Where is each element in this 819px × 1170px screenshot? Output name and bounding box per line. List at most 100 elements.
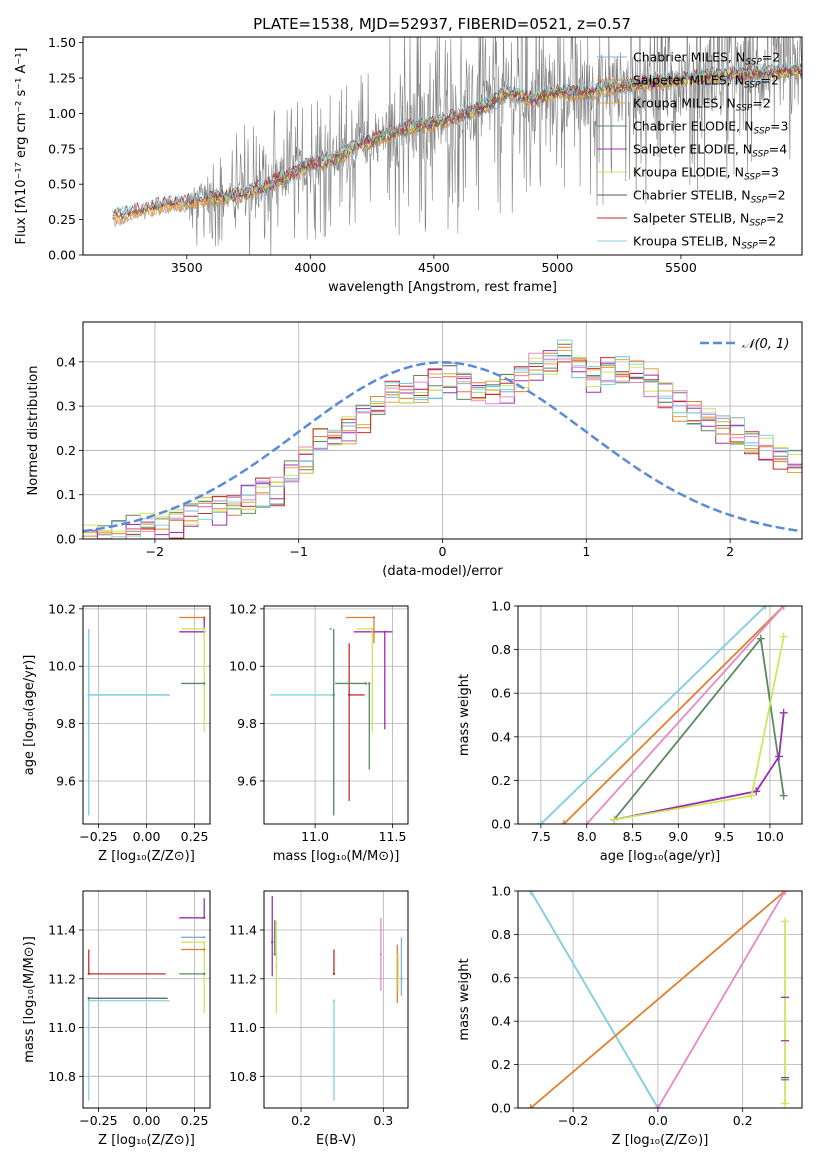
legend-entry: Salpeter STELIB, NSSP=2 — [633, 211, 784, 229]
x-tick-label: −2 — [146, 544, 164, 559]
y-tick-label: 0.3 — [56, 399, 76, 414]
y-tick-label: 10.2 — [48, 601, 76, 616]
plot-area — [536, 606, 788, 824]
legend-entry: Salpeter MILES, NSSP=2 — [633, 73, 779, 91]
y-tick-label: 0.4 — [56, 354, 76, 369]
y-tick-label: 9.8 — [237, 716, 257, 731]
data-point — [87, 999, 90, 1002]
axes-frame — [517, 890, 803, 1109]
series-marker — [526, 891, 535, 895]
series-marker — [781, 891, 790, 895]
series-marker — [610, 815, 619, 824]
y-tick-label: 9.8 — [56, 716, 76, 731]
data-point — [368, 682, 371, 685]
x-tick-label: 8.5 — [623, 829, 643, 844]
data-point — [379, 953, 383, 956]
series-marker — [779, 632, 788, 641]
x-axis-label: Z [log₁₀(Z/Z⊙)] — [612, 1133, 709, 1148]
x-tick-label: 5000 — [541, 260, 573, 275]
data-point — [371, 627, 374, 631]
y-axis-label: Normed distribution — [26, 366, 41, 496]
series-line — [563, 606, 785, 824]
data-point — [332, 693, 335, 697]
series-marker — [779, 708, 788, 717]
legend-subscript: SSP — [744, 173, 761, 183]
axes-frame — [82, 36, 803, 256]
legend-subscript: SSP — [751, 196, 768, 206]
data-point — [203, 936, 206, 939]
x-axis-label: Z [log₁₀(Z/Z⊙)] — [98, 1133, 195, 1148]
data-point — [203, 941, 206, 944]
x-tick-label: 4000 — [294, 260, 326, 275]
data-point — [396, 977, 400, 980]
x-tick-label: 10.0 — [756, 829, 784, 844]
y-tick-label: 0.6 — [491, 970, 511, 985]
x-tick-label: 0.00 — [133, 829, 161, 844]
plot-area — [83, 339, 802, 539]
y-tick-label: 1.50 — [48, 35, 76, 50]
legend-name: Chabrier STELIB, N — [633, 188, 751, 203]
legend-name: Salpeter ELODIE, N — [633, 142, 752, 157]
legend-subscript: SSP — [744, 81, 761, 91]
series-marker — [781, 1099, 790, 1108]
y-axis-label: age [log₁₀(age/yr)] — [22, 655, 37, 776]
legend-subscript: SSP — [749, 219, 766, 229]
legend-name: Salpeter MILES, N — [633, 73, 744, 88]
y-tick-label: 1.0 — [491, 599, 511, 614]
axes-frame — [82, 605, 211, 825]
series-marker — [752, 787, 761, 796]
legend-count: =2 — [752, 96, 770, 111]
legend-count: =2 — [761, 73, 779, 88]
y-tick-label: 11.4 — [48, 923, 76, 938]
y-tick-label: 0.00 — [48, 248, 76, 263]
axes-frame — [82, 890, 211, 1109]
legend-subscript: SSP — [745, 58, 762, 68]
x-tick-label: 0.2 — [733, 1113, 753, 1128]
series-line — [586, 606, 785, 824]
y-tick-label: 9.6 — [56, 773, 76, 788]
legend-count: =2 — [767, 188, 785, 203]
y-axis-label: mass weight — [457, 674, 472, 756]
model-spectrum-line — [211, 64, 802, 203]
x-axis-label: age [log₁₀(age/yr)] — [600, 849, 721, 864]
y-tick-label: 0.25 — [48, 212, 76, 227]
legend-name: Kroupa ELODIE, N — [633, 165, 744, 180]
data-point — [203, 916, 206, 920]
y-tick-label: 0.2 — [491, 773, 511, 788]
series-marker — [756, 634, 765, 643]
x-tick-label: 3500 — [171, 260, 203, 275]
plot-area — [271, 895, 403, 1101]
y-tick-label: 11.2 — [48, 971, 76, 986]
x-tick-label: 0.2 — [291, 1113, 311, 1128]
data-point — [332, 972, 336, 976]
axes-frame — [517, 605, 803, 825]
y-tick-label: 0.8 — [491, 642, 511, 657]
data-point — [332, 999, 336, 1002]
series-marker — [653, 1104, 662, 1108]
y-tick-label: 11.4 — [229, 923, 257, 938]
y-tick-label: 0.4 — [491, 1014, 511, 1029]
x-axis-label: (data-model)/error — [382, 564, 503, 579]
y-axis-label: mass weight — [457, 958, 472, 1040]
x-tick-label: −0.2 — [558, 1113, 588, 1128]
x-tick-label: 9.0 — [668, 829, 688, 844]
y-tick-label: 1.00 — [48, 106, 76, 121]
y-tick-label: 0.0 — [56, 532, 76, 547]
data-point — [372, 616, 376, 619]
x-tick-label: 0.25 — [181, 1113, 209, 1128]
legend-subscript: SSP — [736, 104, 753, 114]
x-tick-label: 8.0 — [577, 829, 597, 844]
y-tick-label: 10.0 — [229, 659, 257, 674]
legend-entry: Kroupa MILES, NSSP=2 — [633, 96, 771, 114]
x-tick-label: 2 — [726, 544, 734, 559]
y-tick-label: 0.1 — [56, 487, 76, 502]
series-marker — [559, 820, 568, 824]
x-tick-label: 7.5 — [531, 829, 551, 844]
residual-histogram-step — [83, 339, 802, 539]
data-point — [273, 953, 276, 956]
series-marker — [779, 606, 788, 610]
x-tick-label: 5500 — [665, 260, 697, 275]
data-point — [329, 627, 332, 631]
y-tick-label: 0.0 — [491, 1101, 511, 1116]
series-marker — [747, 791, 756, 800]
